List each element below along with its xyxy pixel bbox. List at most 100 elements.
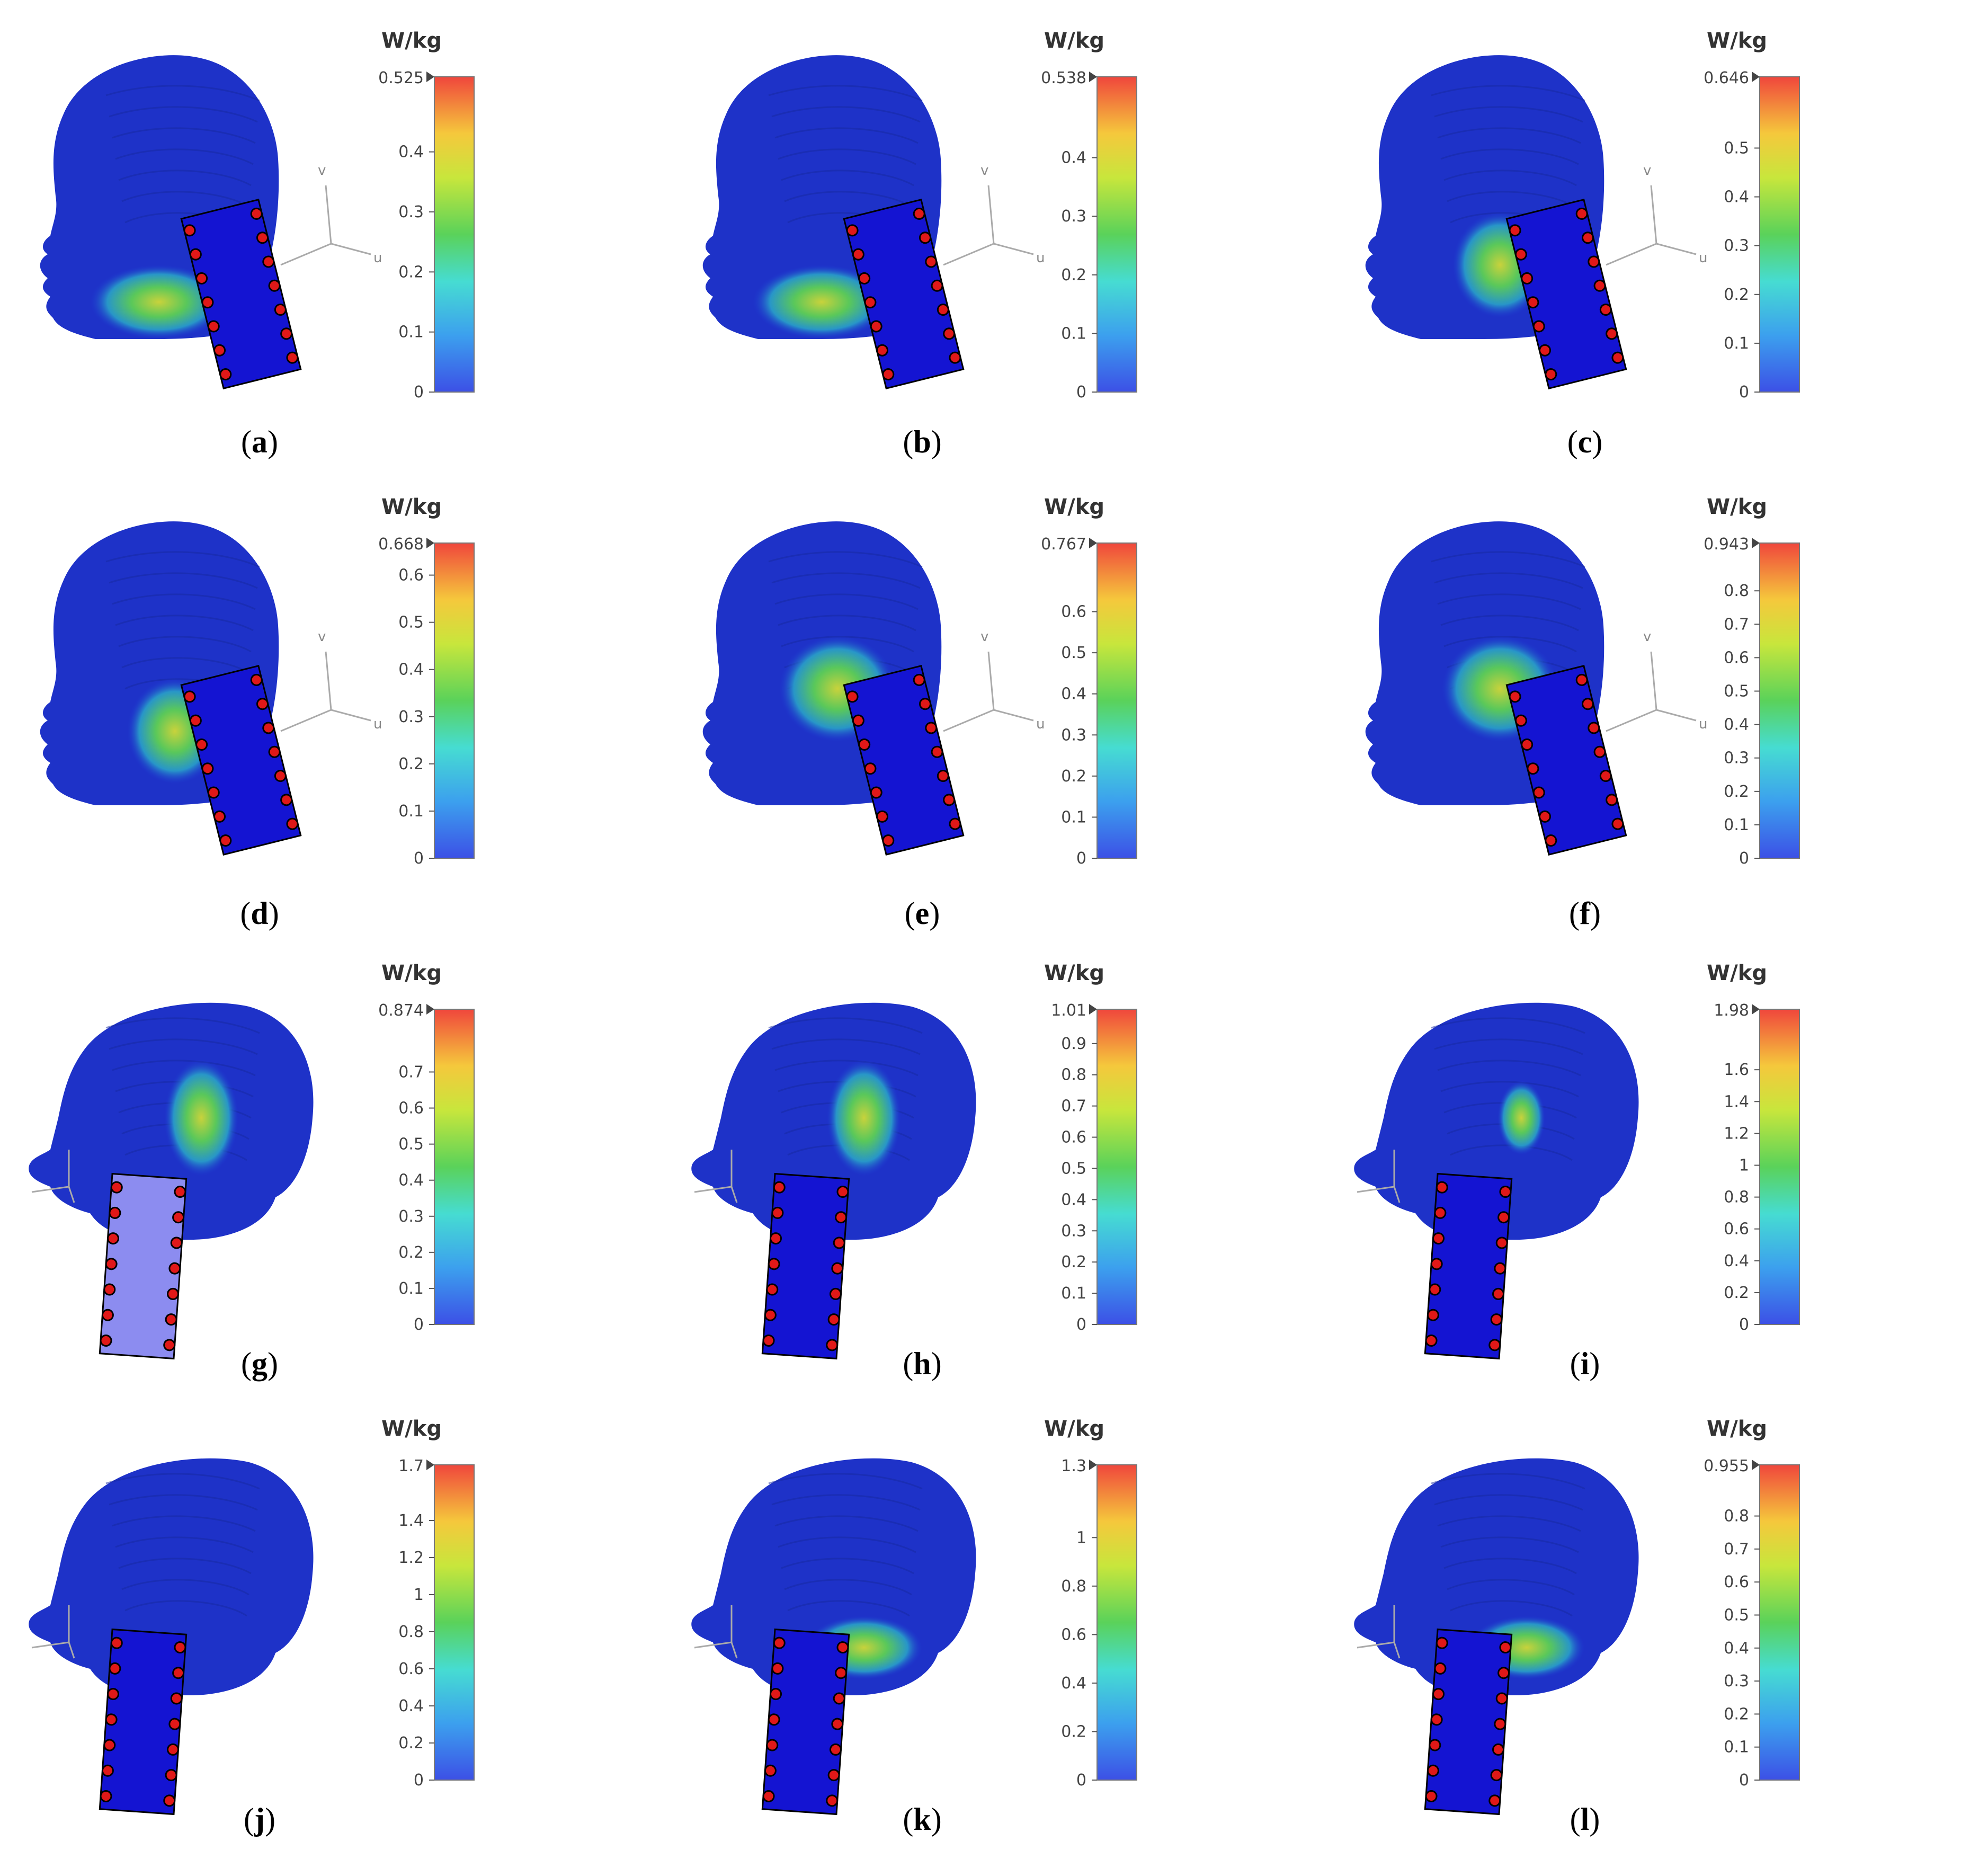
head-phantom — [29, 1458, 314, 1695]
antenna-port-marker — [768, 1713, 780, 1726]
antenna-port-marker — [1434, 1206, 1447, 1219]
colorbar-scale — [1759, 76, 1800, 393]
svg-text:u: u — [1699, 250, 1707, 266]
colorbar-tick-label: 0.6 — [1724, 1220, 1749, 1239]
antenna-port-marker — [107, 1232, 120, 1245]
panel-caption: (a) — [241, 424, 278, 459]
antenna-port-marker — [919, 698, 931, 710]
coordinate-axes — [31, 1150, 75, 1203]
antenna-port-marker — [764, 1764, 777, 1777]
phone-antenna-model — [1424, 1628, 1513, 1816]
antenna-port-marker — [189, 248, 202, 261]
antenna-port-marker — [110, 1181, 123, 1194]
svg-text:u: u — [373, 250, 382, 266]
panel-caption-letter: b — [913, 424, 931, 459]
antenna-port-marker — [1425, 1334, 1438, 1347]
antenna-port-marker — [286, 817, 299, 830]
antenna-port-marker — [163, 1339, 176, 1351]
colorbar-tick-label: 0.4 — [1061, 1190, 1086, 1209]
panel-f: v u W/kg 0.943 0.8 0.7 0.6 0.5 0.4 0.3 0.2 0.1 0 (f) — [1325, 466, 1988, 931]
antenna-port-marker — [103, 1283, 116, 1296]
antenna-port-marker — [165, 1769, 177, 1782]
antenna-port-marker — [107, 1688, 120, 1701]
antenna-port-marker — [1432, 1688, 1445, 1701]
colorbar-tick-label: 0.5 — [1061, 644, 1086, 662]
colorbar-tick-label: 0.1 — [1061, 1284, 1086, 1303]
colorbar-scale — [1096, 1464, 1137, 1781]
antenna-port-marker — [1495, 1237, 1508, 1249]
antenna-port-marker — [1514, 248, 1527, 261]
panel-caption-letter: f — [1580, 896, 1590, 931]
antenna-port-marker — [949, 817, 961, 830]
colorbar-tick-label: 0.2 — [398, 263, 424, 281]
antenna-port-marker — [219, 834, 232, 847]
antenna-port-marker — [170, 1692, 183, 1705]
colorbar-tick-label: 0.8 — [1061, 1066, 1086, 1084]
phone-antenna-model — [180, 198, 302, 390]
antenna-port-marker — [831, 1262, 844, 1275]
antenna-port-marker — [1532, 320, 1545, 333]
antenna-port-marker — [219, 368, 232, 381]
colorbar-tick-label: 0.6 — [1724, 648, 1749, 667]
phone-antenna-model — [843, 198, 965, 390]
antenna-port-marker — [1575, 207, 1588, 220]
colorbar-tick-label: 1.2 — [398, 1549, 424, 1567]
antenna-port-marker — [166, 1743, 179, 1756]
antenna-port-marker — [836, 1641, 849, 1654]
colorbar-tick-label: 0.1 — [398, 802, 424, 821]
coordinate-axes — [280, 651, 371, 732]
panel-caption: (j) — [244, 1802, 275, 1837]
phone-antenna-model — [843, 664, 965, 856]
panel-caption: (f) — [1569, 896, 1601, 931]
colorbar-tick-label: 0.4 — [1724, 1639, 1749, 1658]
colorbar-max-label: 0.668 — [378, 535, 424, 554]
antenna-port-marker — [1588, 255, 1600, 268]
antenna-port-marker — [183, 690, 196, 703]
sar-hotspot — [827, 1060, 901, 1176]
panel-i: W/kg 1.98 1.6 1.4 1.2 1 0.8 0.6 0.4 0.2 0 (i) — [1325, 932, 1988, 1394]
colorbar-tick-label: 0.4 — [398, 1171, 424, 1190]
panel-caption: (c) — [1567, 424, 1603, 459]
svg-text:u: u — [1036, 716, 1045, 732]
panel-caption-letter: i — [1580, 1346, 1590, 1381]
colorbar-tick-label: 0.4 — [398, 661, 424, 679]
colorbar-tick-label: 0.6 — [398, 1099, 424, 1118]
panel-caption-letter: g — [252, 1346, 268, 1381]
colorbar-max-label: 0.943 — [1704, 535, 1749, 554]
antenna-port-marker — [876, 810, 889, 823]
colorbar-tick-label: 0.4 — [1061, 1674, 1086, 1693]
antenna-port-marker — [771, 1206, 784, 1219]
colorbar-unit-label: W/kg — [1044, 1417, 1104, 1441]
antenna-port-marker — [250, 673, 263, 686]
antenna-port-marker — [1514, 714, 1527, 727]
colorbar-tick-label: 0.8 — [398, 1623, 424, 1641]
colorbar-tick-label: 0.4 — [1724, 1252, 1749, 1270]
antenna-port-marker — [766, 1739, 779, 1751]
colorbar-scale — [1096, 542, 1137, 859]
antenna-port-marker — [1436, 1181, 1448, 1194]
antenna-port-marker — [213, 810, 226, 823]
colorbar-max-label: 0.646 — [1704, 69, 1749, 87]
colorbar-tick-label: 0 — [414, 1771, 424, 1790]
colorbar-tick-label: 0.2 — [398, 755, 424, 773]
antenna-port-marker — [174, 1186, 186, 1198]
antenna-port-marker — [835, 1211, 848, 1224]
panel-b: v u W/kg 0.538 0.4 0.3 0.2 0.1 0 (b) — [663, 0, 1325, 462]
antenna-port-marker — [770, 1232, 782, 1245]
antenna-port-marker — [1509, 690, 1521, 703]
coordinate-axes — [694, 1150, 738, 1203]
colorbar-tick-label: 0.4 — [1724, 716, 1749, 734]
colorbar-max-label: 0.538 — [1041, 69, 1086, 87]
antenna-port-marker — [1492, 1743, 1504, 1756]
colorbar-tick-label: 0.3 — [398, 203, 424, 221]
colorbar-tick-label: 1 — [1739, 1156, 1749, 1175]
antenna-port-marker — [1427, 1764, 1439, 1777]
antenna-port-marker — [105, 1713, 118, 1726]
antenna-port-marker — [183, 224, 196, 237]
colorbar-tick-label: 0.3 — [1061, 726, 1086, 744]
sar-visualization: v u W/kg 0.525 0.4 0.3 0.2 0.1 0 — [40, 29, 475, 402]
antenna-port-marker — [1545, 368, 1557, 381]
colorbar-tick-label: 0.1 — [1061, 808, 1086, 826]
antenna-port-marker — [268, 279, 281, 292]
antenna-port-marker — [931, 279, 943, 292]
